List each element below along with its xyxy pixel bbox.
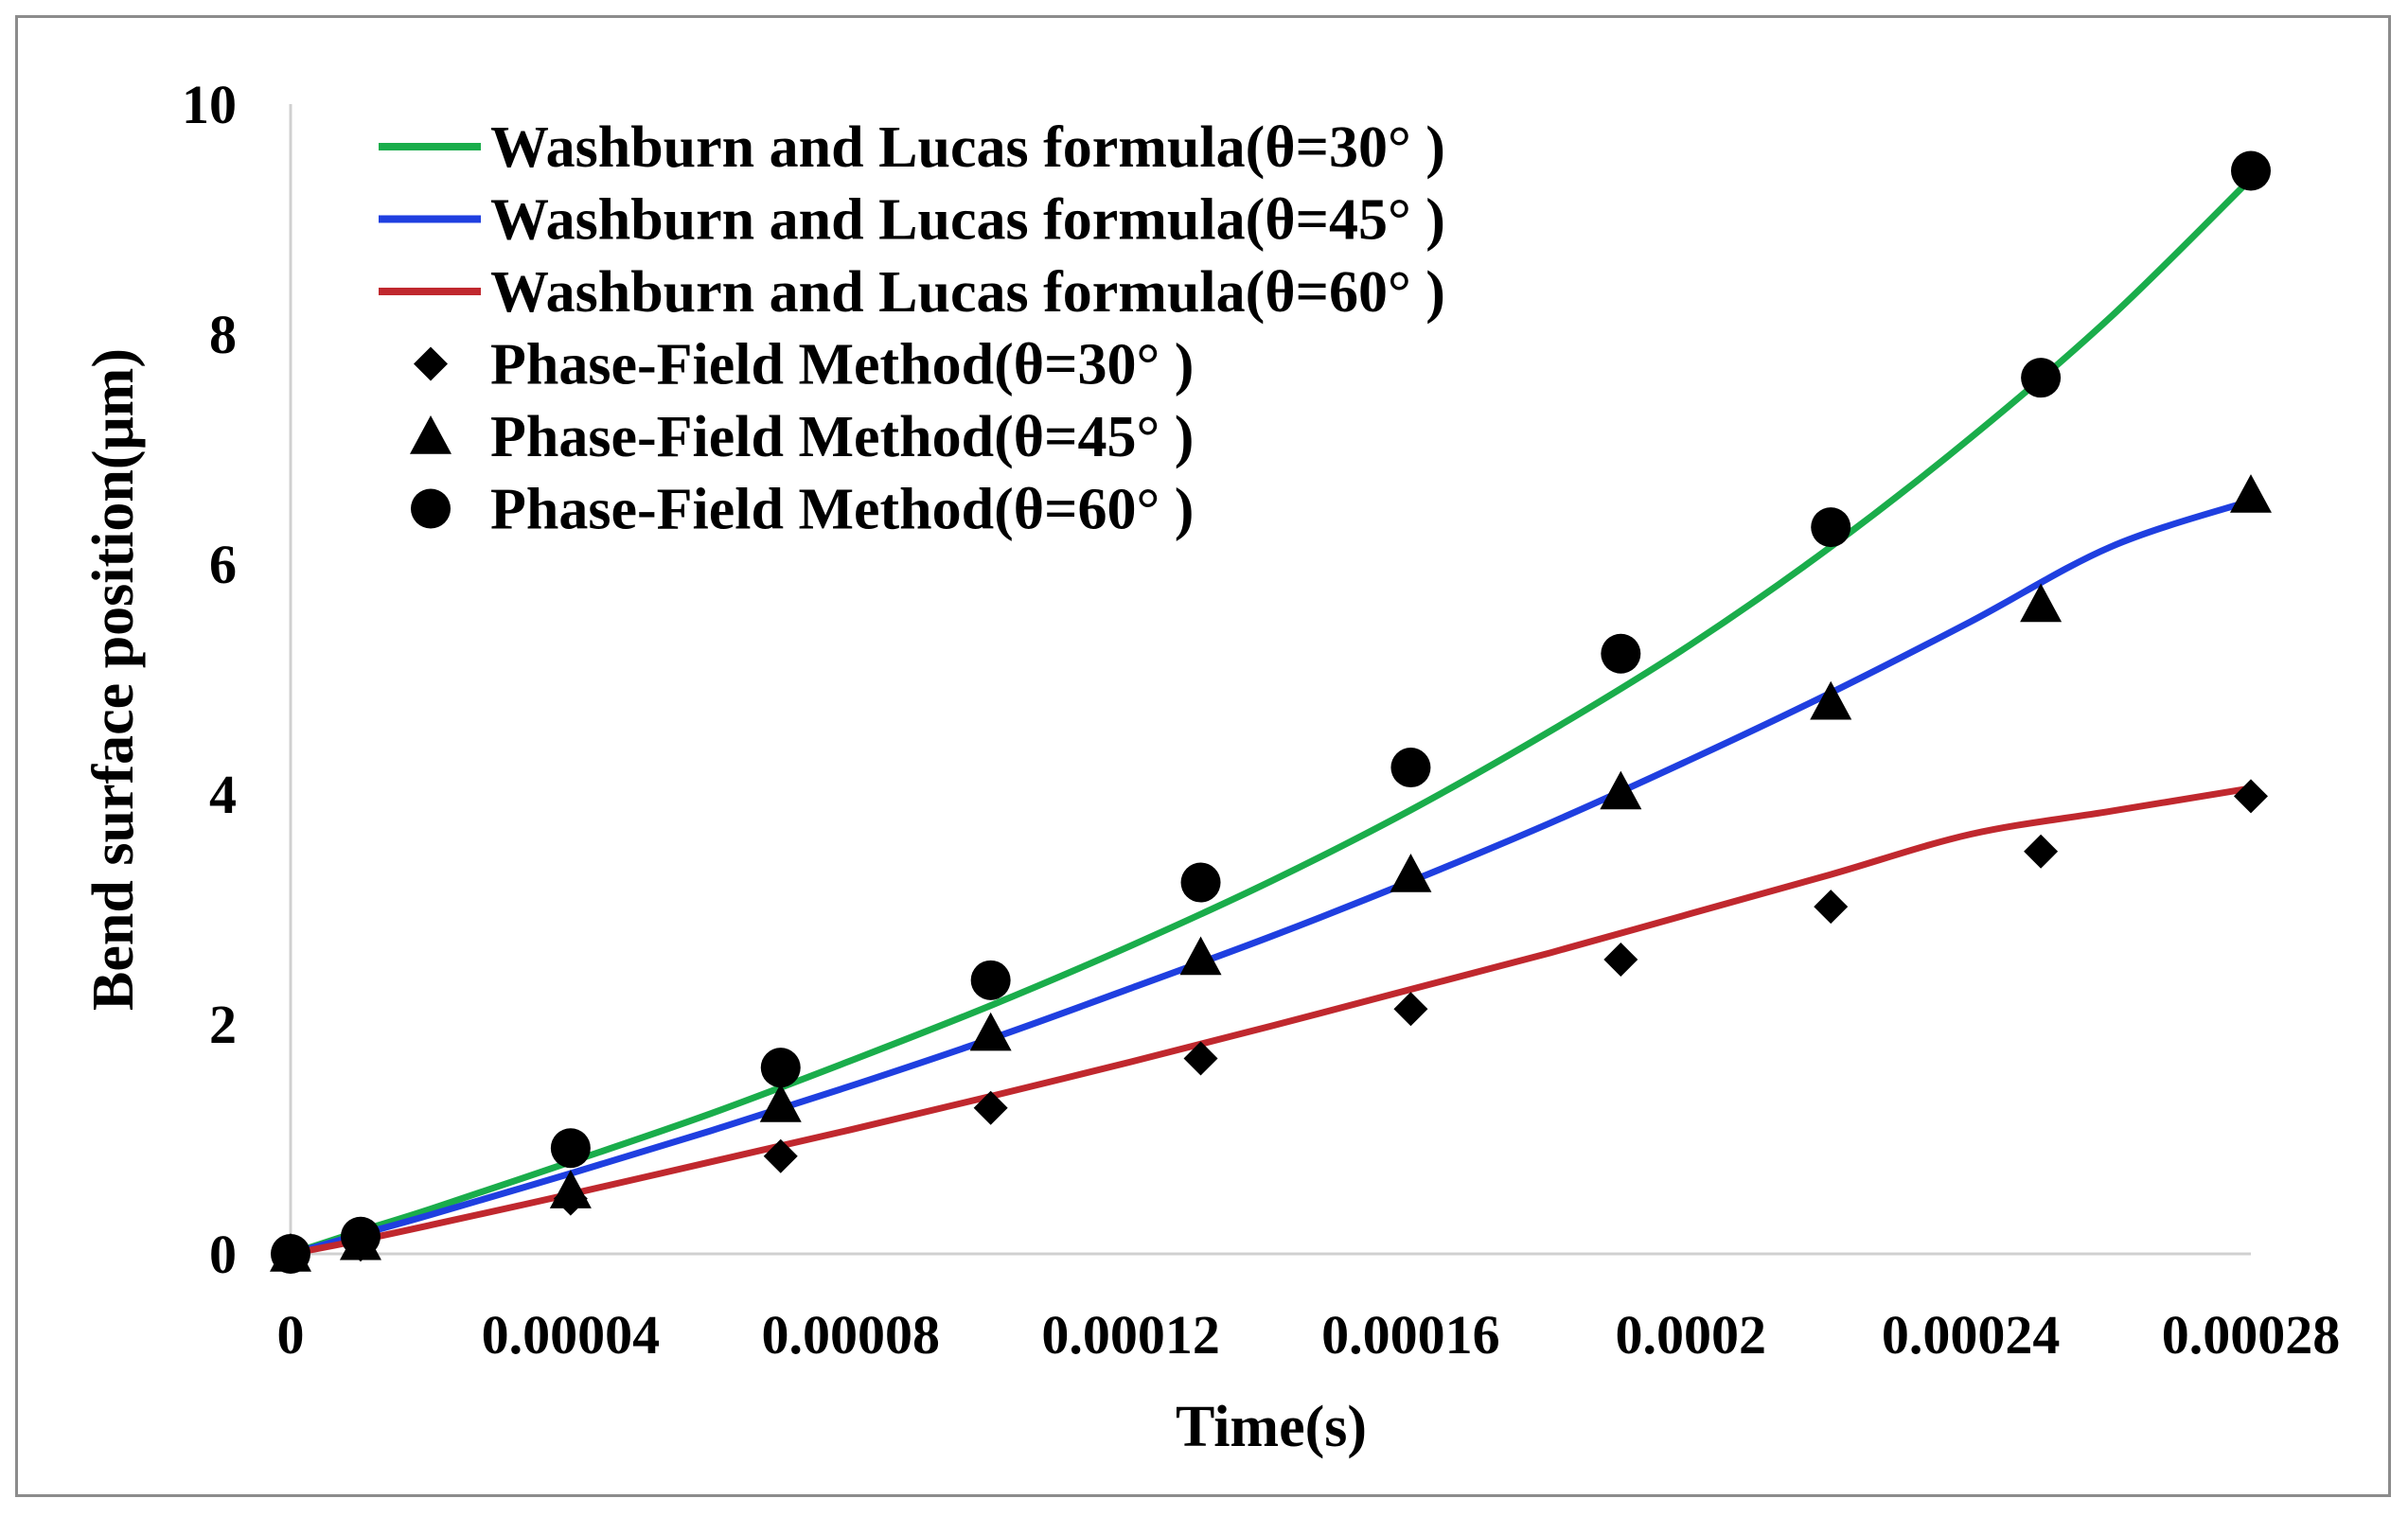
- legend-label: Phase-Field Method(θ=60° ): [490, 478, 1194, 542]
- x-tick-label: 0.00028: [2162, 1304, 2341, 1366]
- series-6-point-circle: [1601, 633, 1641, 674]
- x-tick-label: 0.0002: [1616, 1304, 1767, 1366]
- series-5-point-triangle: [1810, 680, 1852, 720]
- x-tick-labels: 0 0.00004 0.00008 0.00012 0.00016 0.0002 0.000…: [277, 1304, 2341, 1366]
- legend-swatch-circle: [411, 488, 451, 529]
- series-6-point-circle: [2021, 358, 2062, 398]
- series-5-point-triangle: [1179, 936, 1222, 976]
- legend-label: Washburn and Lucas formula(θ=60° ): [490, 260, 1445, 325]
- legend-label: Washburn and Lucas formula(θ=45° ): [490, 188, 1445, 253]
- series-5-point-triangle: [759, 1084, 802, 1122]
- y-axis-label: Bend surface position(μm): [81, 348, 146, 1011]
- series-6-point-circle: [760, 1048, 801, 1088]
- series-5-point-triangle: [969, 1012, 1012, 1051]
- series-6-point-circle: [2231, 150, 2271, 191]
- legend-swatch-diamond: [414, 346, 448, 381]
- series-4-point-diamond: [1603, 942, 1638, 977]
- series-6-point-circle: [1180, 862, 1221, 903]
- legend-item: Washburn and Lucas formula(θ=60° ): [379, 260, 1445, 325]
- legend-label: Washburn and Lucas formula(θ=30° ): [490, 115, 1445, 180]
- series-4-point-diamond: [763, 1138, 798, 1173]
- y-tick-label: 10: [182, 74, 237, 135]
- series-4-point-diamond: [2234, 779, 2268, 814]
- series-6-point-circle: [271, 1234, 310, 1274]
- x-tick-label: 0.00024: [1882, 1304, 2061, 1366]
- series-6-point-circle: [340, 1216, 381, 1257]
- series-markers: [270, 150, 2272, 1274]
- series-5-point-triangle: [549, 1170, 592, 1208]
- series-4-point-diamond: [1393, 992, 1428, 1027]
- series-5-point-triangle: [2230, 474, 2272, 513]
- y-tick-label: 2: [209, 994, 237, 1055]
- legend-label: Phase-Field Method(θ=45° ): [490, 405, 1194, 469]
- series-4-point-diamond: [1814, 890, 1849, 925]
- y-tick-label: 4: [209, 764, 237, 825]
- chart-frame: [15, 15, 2391, 1497]
- series-4-point-diamond: [1183, 1041, 1218, 1076]
- x-axis-label: Time(s): [1176, 1395, 1367, 1459]
- series-4-point-diamond: [2024, 834, 2059, 869]
- legend-item: Washburn and Lucas formula(θ=30° ): [379, 115, 1445, 180]
- series-6-point-circle: [970, 960, 1011, 1000]
- x-tick-label: 0.00012: [1041, 1304, 1220, 1366]
- legend-item: Washburn and Lucas formula(θ=45° ): [379, 188, 1445, 253]
- x-tick-label: 0.00016: [1321, 1304, 1500, 1366]
- legend-label: Phase-Field Method(θ=30° ): [490, 333, 1194, 397]
- series-5-point-triangle: [1390, 854, 1432, 892]
- y-tick-labels: 0 2 4 6 8 10: [182, 74, 237, 1285]
- x-tick-label: 0.00008: [761, 1304, 940, 1366]
- series-6-point-circle: [1811, 507, 1851, 548]
- legend-item: Phase-Field Method(θ=30° ): [414, 333, 1194, 397]
- series-6-point-circle: [1390, 748, 1431, 788]
- y-tick-label: 0: [209, 1224, 237, 1285]
- series-5-point-triangle: [1600, 770, 1642, 810]
- y-tick-label: 6: [209, 534, 237, 595]
- axes: [289, 104, 2251, 1256]
- series-3-line: [287, 784, 2255, 1258]
- series-4-point-diamond: [973, 1090, 1008, 1125]
- series-6-point-circle: [550, 1128, 591, 1169]
- legend-item: Phase-Field Method(θ=45° ): [410, 405, 1194, 469]
- series-5-point-triangle: [2020, 583, 2063, 623]
- x-tick-label: 0: [277, 1304, 305, 1366]
- legend-item: Phase-Field Method(θ=60° ): [411, 478, 1194, 542]
- y-tick-label: 8: [209, 304, 237, 365]
- x-tick-label: 0.00004: [482, 1304, 661, 1366]
- legend-swatch-triangle: [410, 415, 452, 454]
- legend: Washburn and Lucas formula(θ=30° ) Washbu…: [379, 115, 1445, 542]
